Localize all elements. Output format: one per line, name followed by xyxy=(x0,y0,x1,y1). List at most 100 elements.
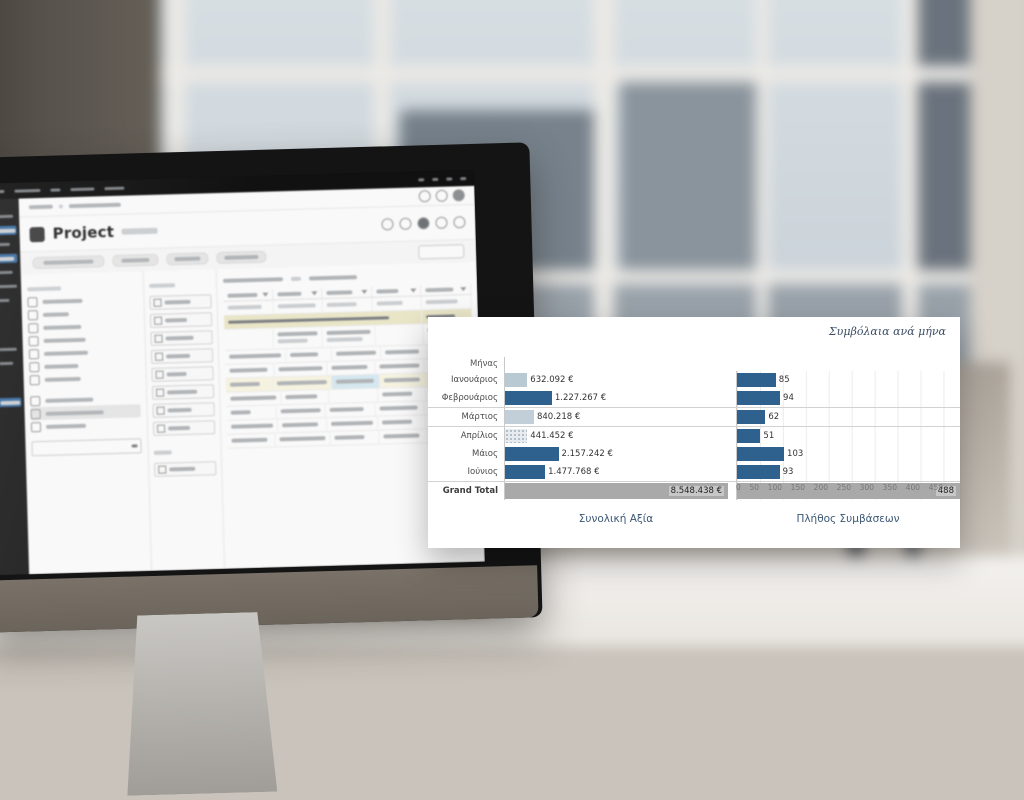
menu-item[interactable] xyxy=(70,186,95,191)
rail-item[interactable] xyxy=(0,212,16,222)
rail-item-selected[interactable] xyxy=(0,225,17,236)
view-button[interactable] xyxy=(152,420,216,436)
chart-row: Φεβρουάριος 1.227.267 € 94 xyxy=(428,389,960,407)
grid-icon xyxy=(27,296,38,307)
share-icon[interactable] xyxy=(381,218,394,231)
value-bar[interactable] xyxy=(505,465,546,479)
value-bar[interactable] xyxy=(505,391,552,405)
view-selector[interactable] xyxy=(222,277,284,283)
rail-item[interactable] xyxy=(0,345,20,355)
column-header[interactable] xyxy=(272,288,323,300)
user-icon[interactable] xyxy=(417,217,430,230)
clock-icon[interactable] xyxy=(399,217,412,230)
count-bar[interactable] xyxy=(737,447,785,461)
rail-item-selected[interactable] xyxy=(0,253,18,264)
column-header[interactable] xyxy=(421,283,472,296)
view-button[interactable] xyxy=(150,330,213,346)
view-icon xyxy=(157,424,166,433)
view-icon xyxy=(153,298,162,307)
rail-item[interactable] xyxy=(0,240,17,250)
rail-item[interactable] xyxy=(0,359,20,369)
value-bar[interactable] xyxy=(505,447,559,461)
hamburger-icon[interactable] xyxy=(0,189,5,193)
avatar[interactable] xyxy=(460,176,467,180)
app-logo xyxy=(29,226,45,242)
search-icon xyxy=(131,444,138,448)
bell-icon[interactable] xyxy=(432,177,439,181)
count-bar[interactable] xyxy=(737,429,761,443)
count-bar[interactable] xyxy=(737,465,780,479)
more-icon[interactable] xyxy=(452,189,465,202)
column-header[interactable] xyxy=(372,285,422,297)
count-total-bar[interactable] xyxy=(737,483,960,499)
value-total-bar[interactable] xyxy=(505,483,728,499)
column-header[interactable] xyxy=(322,286,373,299)
view-icon xyxy=(158,465,167,474)
window-mullion xyxy=(594,0,614,390)
nav-item[interactable] xyxy=(30,417,141,433)
tab[interactable] xyxy=(32,255,105,270)
monitor-screen: Project xyxy=(0,169,485,576)
count-bar[interactable] xyxy=(737,410,766,424)
x-axis-label-count: Πλήθος Συμβάσεων xyxy=(796,513,900,525)
tab[interactable] xyxy=(216,250,267,265)
tab[interactable] xyxy=(112,253,159,267)
view-button[interactable] xyxy=(152,402,215,418)
count-total-label: 488 xyxy=(935,486,956,496)
help-icon[interactable] xyxy=(453,216,466,229)
breadcrumb-item[interactable] xyxy=(28,204,53,210)
row-label: Μάιος xyxy=(471,449,498,459)
settings-icon[interactable] xyxy=(435,216,448,229)
breadcrumb-item[interactable] xyxy=(68,202,121,209)
search-icon[interactable] xyxy=(418,177,425,181)
count-bar[interactable] xyxy=(737,391,781,405)
view-button[interactable] xyxy=(151,366,214,382)
refresh-icon[interactable] xyxy=(418,190,431,203)
value-bar[interactable] xyxy=(505,373,528,387)
chart-row: Ιούνιος 1.477.768 € 93 xyxy=(428,463,960,481)
rail-item[interactable] xyxy=(0,268,18,278)
tab[interactable] xyxy=(166,252,209,266)
menu-item[interactable] xyxy=(104,186,125,190)
folder-icon xyxy=(28,322,39,333)
view-button[interactable] xyxy=(150,348,214,364)
axis-tick: 50 xyxy=(749,483,759,492)
app-main: Project xyxy=(18,185,485,575)
row-label: Μάρτιος xyxy=(461,412,498,422)
doc-icon xyxy=(27,309,39,320)
rail-item[interactable] xyxy=(0,282,18,292)
axis-labels: Συνολική Αξία Πλήθος Συμβάσεων xyxy=(428,513,960,525)
view-button[interactable] xyxy=(149,294,212,310)
menu-item[interactable] xyxy=(50,187,61,192)
value-label: 1.227.267 € xyxy=(554,393,607,403)
settings-icon[interactable] xyxy=(446,176,453,181)
pin-icon[interactable] xyxy=(435,189,448,202)
window-mullion xyxy=(756,0,768,390)
view-button[interactable] xyxy=(151,384,215,400)
page-title: Project xyxy=(52,222,115,243)
rail-item-selected[interactable] xyxy=(0,397,22,408)
app-body xyxy=(20,261,485,575)
globe-icon xyxy=(30,421,42,432)
panel-search-input[interactable] xyxy=(31,438,142,457)
grid-search[interactable] xyxy=(308,275,358,281)
menu-item[interactable] xyxy=(14,188,41,193)
column-header[interactable] xyxy=(223,289,274,301)
value-bar[interactable] xyxy=(505,429,528,443)
row-label: Grand Total xyxy=(442,486,498,496)
axis-tick: 300 xyxy=(859,483,874,492)
axis-tick: 0 xyxy=(736,483,741,492)
count-label: 51 xyxy=(763,431,775,441)
view-icon xyxy=(155,388,165,397)
rail-item[interactable] xyxy=(0,296,19,306)
view-icon xyxy=(155,370,164,379)
view-button[interactable] xyxy=(154,461,217,477)
view-button[interactable] xyxy=(149,312,213,328)
count-bar[interactable] xyxy=(737,373,776,387)
filter-icon xyxy=(311,291,318,296)
nav-item[interactable] xyxy=(29,370,140,386)
header-action-button[interactable] xyxy=(418,244,465,260)
tag-icon xyxy=(29,361,40,372)
count-label: 103 xyxy=(787,449,804,459)
value-bar[interactable] xyxy=(505,410,534,424)
